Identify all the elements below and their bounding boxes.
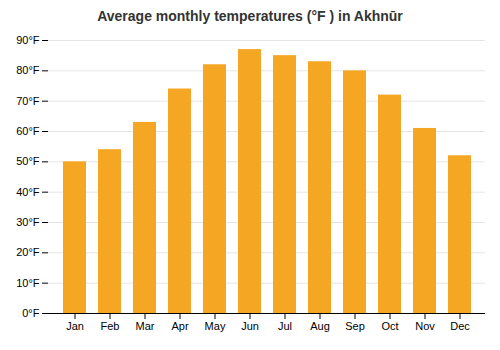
svg-text:40°F: 40°F	[16, 186, 40, 198]
svg-text:70°F: 70°F	[16, 95, 40, 107]
svg-text:Sep: Sep	[345, 320, 365, 332]
svg-text:50°F: 50°F	[16, 155, 40, 167]
svg-text:Mar: Mar	[136, 320, 155, 332]
svg-text:80°F: 80°F	[16, 64, 40, 76]
svg-text:30°F: 30°F	[16, 216, 40, 228]
svg-text:May: May	[205, 320, 226, 332]
html-text:Average monthly temperatures (: Average monthly temperatures (°F ) in Ak…	[97, 8, 403, 24]
svg-text:90°F: 90°F	[16, 34, 40, 46]
svg-text:60°F: 60°F	[16, 125, 40, 137]
svg-text:20°F: 20°F	[16, 246, 40, 258]
svg-text:Nov: Nov	[415, 320, 435, 332]
svg-text:Oct: Oct	[381, 320, 398, 332]
svg-text:Jul: Jul	[278, 320, 292, 332]
svg-text:0°F: 0°F	[22, 307, 40, 319]
svg-text:10°F: 10°F	[16, 277, 40, 289]
svg-text:Feb: Feb	[101, 320, 120, 332]
svg-text:Apr: Apr	[171, 320, 188, 332]
svg-text:Jan: Jan	[66, 320, 84, 332]
svg-text:Dec: Dec	[450, 320, 470, 332]
svg-text:Aug: Aug	[310, 320, 330, 332]
svg-text:Jun: Jun	[241, 320, 259, 332]
